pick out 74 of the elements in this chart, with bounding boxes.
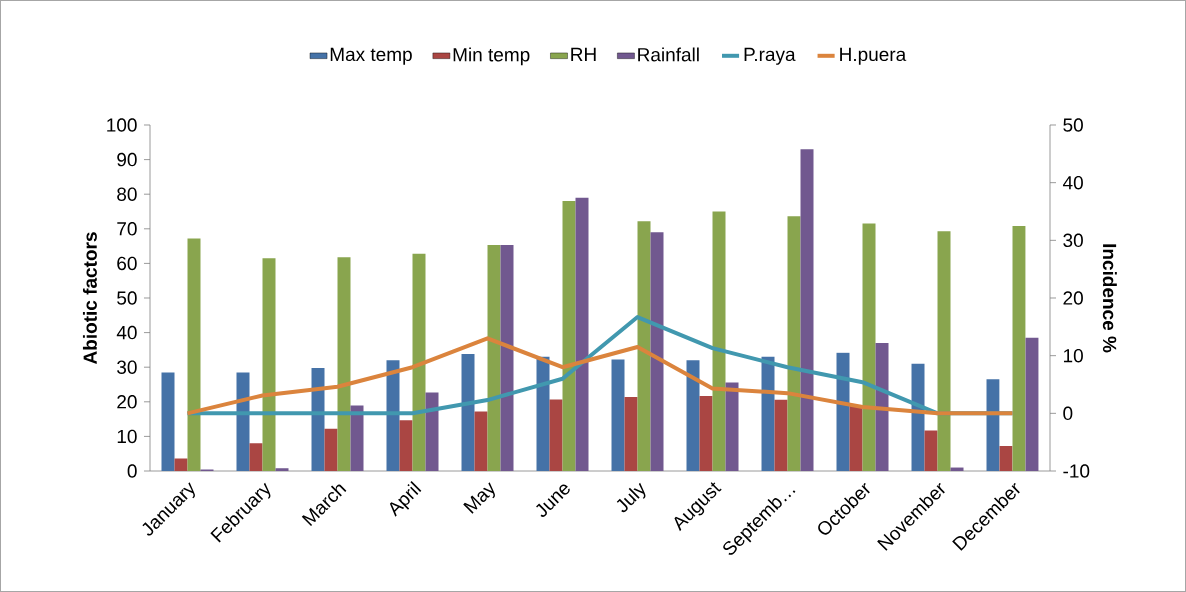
bar bbox=[774, 399, 788, 471]
x-tick-label: May bbox=[463, 482, 495, 514]
bar bbox=[699, 395, 713, 471]
y2-tick-label: 0 bbox=[1063, 406, 1073, 421]
bar bbox=[875, 342, 889, 471]
legend-label: Rainfall bbox=[638, 47, 699, 62]
bar bbox=[262, 258, 276, 471]
bar bbox=[999, 446, 1013, 471]
bar bbox=[324, 428, 338, 471]
bar bbox=[725, 382, 739, 471]
y-tick-label: 70 bbox=[117, 222, 137, 236]
bar bbox=[575, 197, 589, 471]
y-tick-label: 100 bbox=[107, 118, 137, 132]
bar bbox=[1012, 226, 1026, 471]
y-tick-label: 10 bbox=[117, 429, 137, 444]
y-tick-label: 80 bbox=[117, 187, 137, 201]
bar bbox=[161, 372, 175, 471]
bar bbox=[650, 232, 664, 471]
bar bbox=[461, 354, 475, 471]
bar bbox=[712, 211, 726, 471]
y2-tick-label: 40 bbox=[1062, 175, 1083, 190]
bar bbox=[474, 411, 488, 471]
y2-axis-title: Incidence % bbox=[1102, 244, 1117, 353]
bar bbox=[187, 238, 201, 471]
bar bbox=[236, 372, 250, 471]
y2-tick-label: 30 bbox=[1063, 233, 1083, 248]
bar bbox=[412, 253, 426, 471]
bar bbox=[425, 392, 439, 471]
y-tick-label: 40 bbox=[116, 325, 137, 340]
y2-tick-label: 10 bbox=[1063, 348, 1083, 363]
line-series bbox=[185, 336, 1015, 416]
bar bbox=[862, 223, 876, 471]
bar bbox=[536, 356, 550, 471]
legend-label: P.raya bbox=[744, 47, 796, 65]
legend-label: H.puera bbox=[840, 47, 907, 65]
bar bbox=[249, 443, 263, 471]
y-tick-label: 50 bbox=[117, 291, 137, 305]
bar bbox=[836, 352, 850, 471]
bar bbox=[761, 356, 775, 471]
y-axis-title: Abiotic factors bbox=[82, 232, 97, 365]
legend-label: Min temp bbox=[453, 47, 530, 66]
bar bbox=[549, 399, 563, 471]
bar bbox=[1025, 337, 1039, 471]
y-tick-label: 0 bbox=[127, 464, 137, 478]
y-tick-label: 20 bbox=[117, 395, 137, 409]
bar bbox=[562, 201, 576, 471]
legend-label: Max temp bbox=[330, 47, 412, 65]
bar bbox=[500, 245, 514, 471]
bar bbox=[937, 231, 951, 471]
bar bbox=[337, 257, 351, 471]
bar bbox=[787, 216, 801, 471]
bar bbox=[849, 405, 863, 471]
bar bbox=[487, 245, 501, 471]
bar bbox=[399, 420, 413, 471]
x-tick-label: July bbox=[616, 482, 646, 513]
y2-tick-label: -10 bbox=[1063, 464, 1090, 478]
bar bbox=[350, 405, 364, 471]
y-tick-label: 90 bbox=[117, 152, 137, 167]
bar bbox=[911, 363, 925, 471]
y2-tick-label: 20 bbox=[1063, 291, 1083, 305]
bar bbox=[311, 367, 325, 471]
bar bbox=[624, 396, 638, 471]
bar bbox=[611, 359, 625, 471]
bar bbox=[686, 360, 700, 471]
legend-label: RH bbox=[571, 47, 596, 61]
bar bbox=[174, 458, 188, 471]
bar bbox=[924, 430, 938, 471]
y-tick-label: 60 bbox=[117, 256, 137, 271]
bar bbox=[275, 468, 289, 471]
bar bbox=[800, 149, 814, 471]
bar bbox=[637, 221, 651, 471]
y2-tick-label: 50 bbox=[1063, 118, 1083, 132]
bar bbox=[386, 360, 400, 471]
y-tick-label: 30 bbox=[117, 360, 137, 374]
